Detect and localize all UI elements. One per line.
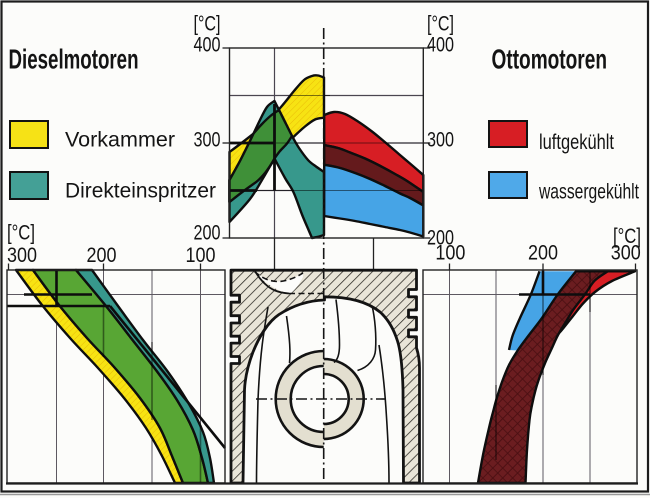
svg-text:300: 300 bbox=[194, 128, 221, 152]
svg-text:300: 300 bbox=[427, 128, 454, 152]
svg-text:100: 100 bbox=[186, 243, 216, 267]
svg-text:[°C]: [°C] bbox=[7, 221, 35, 245]
svg-text:200: 200 bbox=[427, 226, 454, 250]
svg-text:[°C]: [°C] bbox=[194, 12, 221, 36]
svg-text:400: 400 bbox=[427, 33, 454, 57]
svg-text:[°C]: [°C] bbox=[613, 224, 641, 248]
svg-text:200: 200 bbox=[194, 221, 221, 245]
svg-text:Dieselmotoren: Dieselmotoren bbox=[9, 44, 139, 75]
svg-text:300: 300 bbox=[7, 243, 37, 267]
svg-text:400: 400 bbox=[194, 33, 221, 57]
svg-text:Direkteinspritzer: Direkteinspritzer bbox=[65, 180, 216, 203]
svg-text:200: 200 bbox=[528, 241, 558, 265]
svg-text:[°C]: [°C] bbox=[427, 12, 454, 36]
svg-text:luftgekühlt: luftgekühlt bbox=[539, 131, 614, 154]
svg-text:Vorkammer: Vorkammer bbox=[65, 129, 175, 152]
svg-text:100: 100 bbox=[435, 241, 465, 265]
svg-text:wassergekühlt: wassergekühlt bbox=[538, 181, 639, 204]
svg-text:200: 200 bbox=[87, 243, 117, 267]
svg-text:300: 300 bbox=[611, 241, 641, 265]
svg-text:Ottomotoren: Ottomotoren bbox=[492, 44, 608, 75]
